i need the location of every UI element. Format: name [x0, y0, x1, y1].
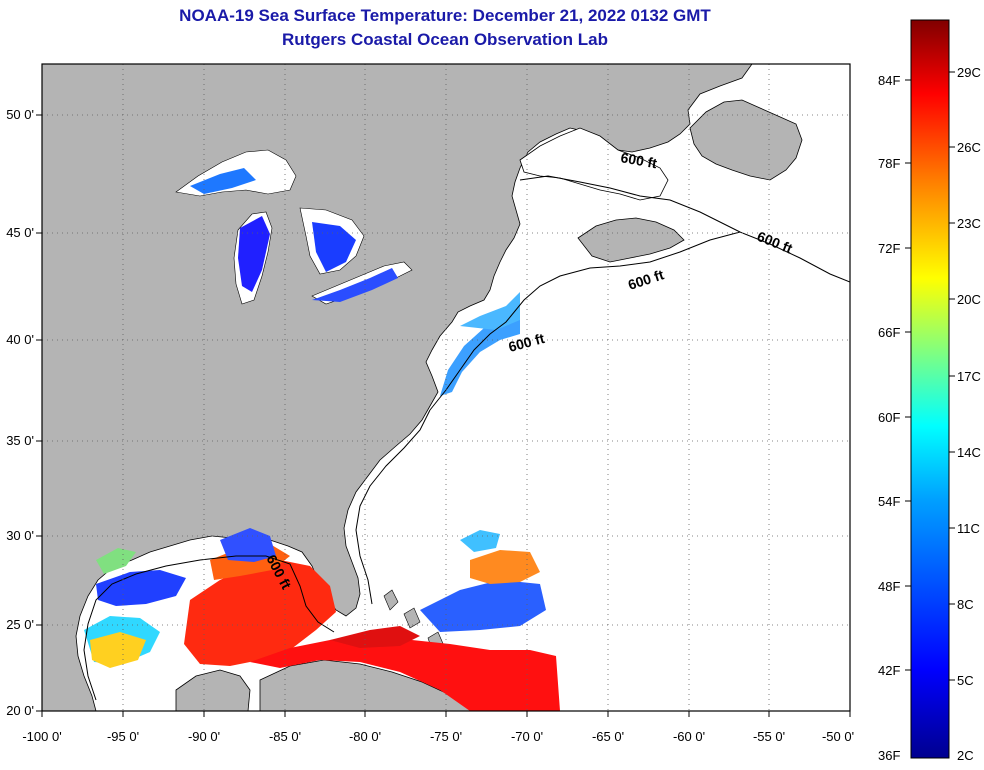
cb-c-2: 2C — [957, 748, 974, 763]
cb-c-5: 5C — [957, 673, 974, 688]
cb-f-84: 84F — [878, 73, 901, 88]
colorbar-ticks — [905, 71, 955, 681]
lat-label-30: 30 0' — [6, 528, 34, 543]
cb-c-29: 29C — [957, 65, 981, 80]
colorbar — [910, 19, 950, 759]
cb-c-26: 26C — [957, 140, 981, 155]
contour-label-1: 600 ft — [619, 149, 658, 171]
lon-label-70: -70 0' — [510, 729, 544, 744]
lon-label-95: -95 0' — [106, 729, 140, 744]
cb-c-17: 17C — [957, 369, 981, 384]
lat-label-25: 25 0' — [6, 617, 34, 632]
depth-contour-600ft — [429, 231, 850, 411]
depth-contour-600ft-south — [355, 409, 431, 605]
lon-label-60: -60 0' — [672, 729, 706, 744]
lat-label-35: 35 0' — [6, 433, 34, 448]
lat-label-20: 20 0' — [6, 703, 34, 718]
depth-contour-600ft-gulf — [83, 555, 335, 701]
cb-f-78: 78F — [878, 156, 901, 171]
map-title-line2: Rutgers Coastal Ocean Observation Lab — [282, 30, 608, 49]
cb-c-20: 20C — [957, 292, 981, 307]
map-title-line1: NOAA-19 Sea Surface Temperature: Decembe… — [179, 6, 711, 25]
lon-label-85: -85 0' — [268, 729, 302, 744]
lon-label-75: -75 0' — [429, 729, 463, 744]
lat-label-40: 40 0' — [6, 332, 34, 347]
axis-ticks — [36, 114, 851, 717]
land-yucatan — [175, 669, 251, 711]
lon-label-100: -100 0' — [22, 729, 62, 744]
land-cuba — [259, 659, 471, 711]
sst-data-layer — [84, 168, 560, 711]
cb-f-66: 66F — [878, 325, 901, 340]
lon-label-50: -50 0' — [821, 729, 855, 744]
land-newfoundland — [689, 99, 803, 181]
cb-c-8: 8C — [957, 597, 974, 612]
cb-f-42: 42F — [878, 663, 901, 678]
land-nova-scotia — [577, 217, 685, 263]
lon-label-90: -90 0' — [187, 729, 221, 744]
lon-label-65: -65 0' — [591, 729, 625, 744]
depth-contour-600ft-north — [519, 175, 741, 233]
cb-f-60: 60F — [878, 410, 901, 425]
cb-c-23: 23C — [957, 216, 981, 231]
cb-f-54: 54F — [878, 494, 901, 509]
cb-c-11: 11C — [957, 521, 980, 536]
cb-f-36: 36F — [878, 748, 901, 763]
cb-f-48: 48F — [878, 579, 901, 594]
lat-label-50: 50 0' — [6, 107, 34, 122]
cb-c-14: 14C — [957, 445, 981, 460]
lat-label-45: 45 0' — [6, 225, 34, 240]
lon-label-55: -55 0' — [752, 729, 786, 744]
cb-f-72: 72F — [878, 241, 901, 256]
lon-label-80: -80 0' — [348, 729, 382, 744]
